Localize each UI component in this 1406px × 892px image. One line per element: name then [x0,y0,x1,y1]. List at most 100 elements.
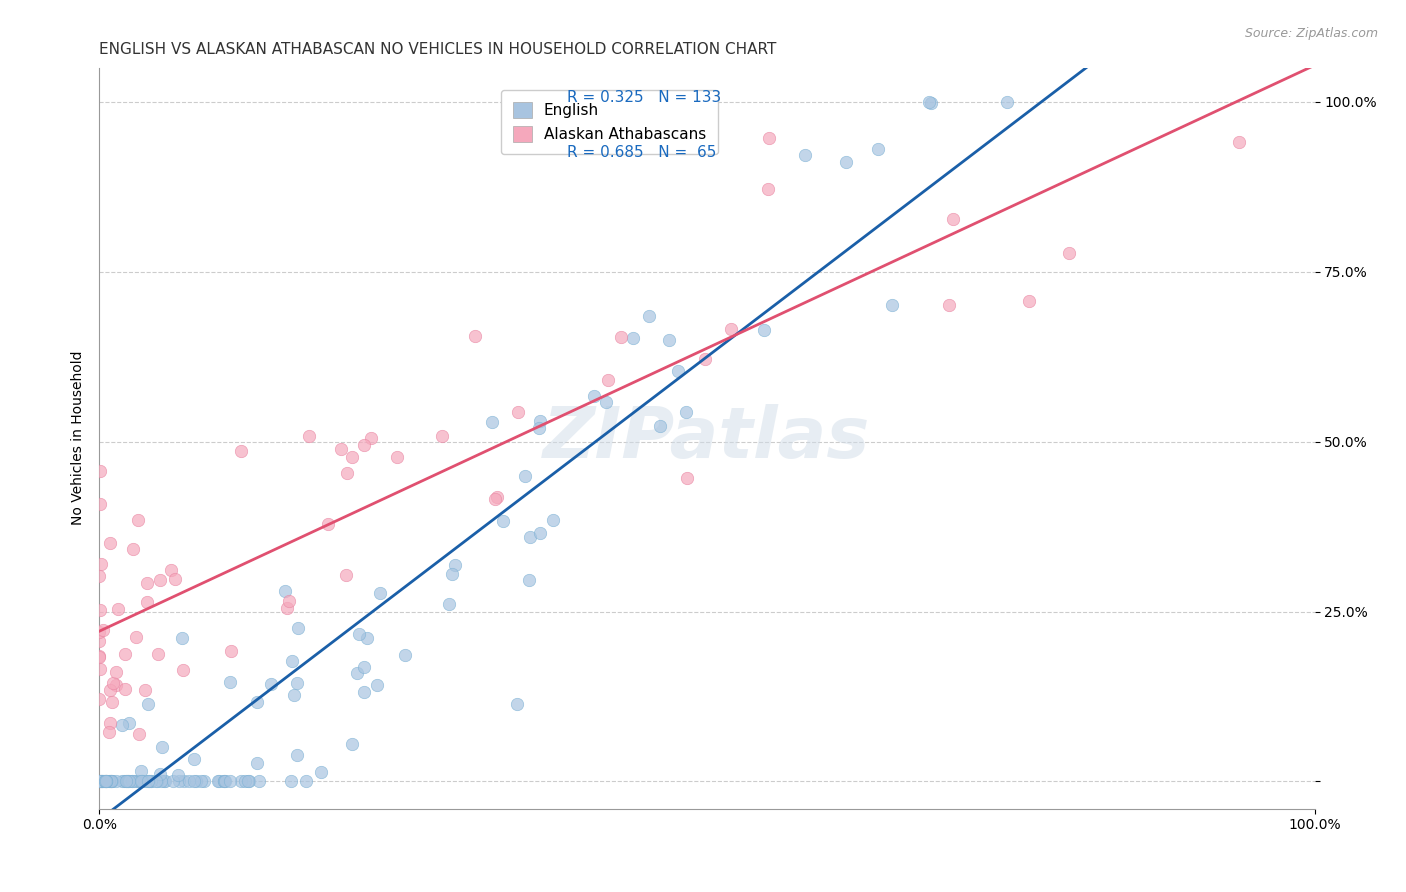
Point [658,334,681,348]
Point [90,774,112,789]
Point [638,309,661,323]
Legend: English, Alaskan Athabascans: English, Alaskan Athabascans [501,90,718,154]
Point [96,774,118,789]
Point [394,648,416,662]
Point [104,665,127,680]
Point [650,418,672,433]
Point [89,774,111,789]
Point [995,95,1018,109]
Point [184,774,207,789]
Point [752,323,775,337]
Point [121,774,143,789]
Point [152,774,174,789]
Point [98,774,121,789]
Point [89,625,111,640]
Point [481,415,503,429]
Point [430,428,453,442]
Point [353,659,375,673]
Point [1018,293,1040,308]
Point [693,352,716,367]
Point [835,154,858,169]
Point [111,717,134,731]
Point [96,774,118,789]
Point [183,774,205,789]
Point [596,373,619,387]
Point [231,774,253,789]
Point [207,774,229,789]
Point [276,600,298,615]
Point [366,678,388,692]
Point [441,566,464,581]
Point [298,429,321,443]
Y-axis label: No Vehicles in Household: No Vehicles in Household [72,351,86,525]
Point [340,450,363,464]
Point [437,597,460,611]
Point [360,431,382,445]
Point [508,405,530,419]
Point [675,405,697,419]
Point [484,491,506,506]
Point [1227,136,1250,150]
Point [165,572,187,586]
Point [758,130,780,145]
Point [260,677,283,691]
Point [283,688,305,702]
Point [100,774,122,789]
Point [89,650,111,665]
Point [115,774,138,789]
Point [246,756,269,771]
Point [135,774,157,789]
Point [94,774,117,789]
Point [98,725,121,739]
Point [170,631,193,645]
Point [443,558,465,572]
Point [141,774,163,789]
Point [193,774,215,789]
Point [623,331,645,345]
Point [93,774,115,789]
Point [505,698,527,712]
Point [127,774,149,789]
Point [720,322,742,336]
Point [128,727,150,741]
Text: R = 0.685   N =  65: R = 0.685 N = 65 [567,145,717,161]
Point [125,630,148,644]
Point [583,389,606,403]
Point [238,774,260,789]
Point [89,497,111,511]
Point [145,774,167,789]
Point [336,466,359,480]
Point [138,774,160,789]
Point [274,584,297,599]
Point [89,774,111,789]
Point [104,678,127,692]
Point [118,774,141,789]
Point [231,443,253,458]
Point [121,541,143,556]
Point [101,774,124,789]
Point [162,774,184,789]
Point [167,774,190,789]
Point [114,681,136,696]
Point [370,586,392,600]
Point [94,774,117,789]
Point [666,364,689,378]
Point [486,490,509,504]
Point [91,774,114,789]
Point [136,697,159,711]
Point [610,330,633,344]
Point [134,683,156,698]
Point [519,530,541,544]
Point [98,682,121,697]
Point [285,676,308,690]
Point [100,774,122,789]
Point [920,96,942,111]
Point [756,182,779,196]
Point [172,663,194,677]
Point [938,298,960,312]
Point [280,774,302,789]
Point [464,329,486,343]
Point [214,774,236,789]
Point [285,748,308,763]
Point [129,774,152,789]
